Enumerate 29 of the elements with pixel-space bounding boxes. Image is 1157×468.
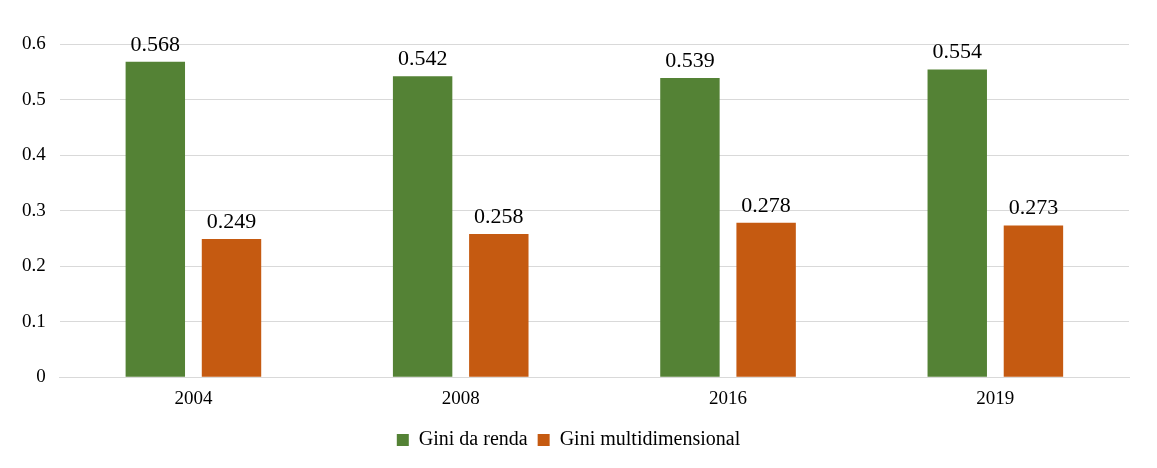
bar	[125, 61, 186, 377]
data-label: 0.258	[474, 202, 524, 228]
data-label: 0.542	[397, 44, 448, 70]
bar	[736, 222, 796, 377]
y-tick-label: 0.2	[22, 254, 46, 276]
x-tick-label: 2004	[174, 386, 213, 408]
y-tick-label: 0.3	[22, 198, 46, 220]
data-label: 0.273	[1008, 194, 1059, 220]
bar	[660, 77, 720, 377]
x-tick-label: 2016	[709, 386, 748, 408]
y-tick-label: 0.4	[22, 143, 47, 165]
y-tick-label: 0	[36, 365, 46, 387]
legend-label: Gini multidimensional	[559, 427, 741, 450]
bar	[927, 69, 987, 377]
bar	[392, 76, 453, 377]
bar	[469, 233, 529, 377]
legend-label: Gini da renda	[418, 427, 528, 450]
x-tick-label: 2019	[976, 386, 1015, 408]
x-tick-label: 2008	[441, 386, 480, 408]
data-label: 0.539	[665, 46, 715, 72]
bar	[1003, 225, 1064, 377]
data-label: 0.278	[741, 191, 791, 217]
data-label: 0.568	[130, 30, 181, 56]
data-label: 0.249	[206, 207, 257, 233]
y-tick-label: 0.6	[22, 31, 46, 53]
y-tick-label: 0.1	[22, 309, 46, 331]
y-tick-label: 0.5	[22, 87, 46, 109]
data-label: 0.554	[932, 38, 982, 64]
bar	[201, 238, 262, 377]
